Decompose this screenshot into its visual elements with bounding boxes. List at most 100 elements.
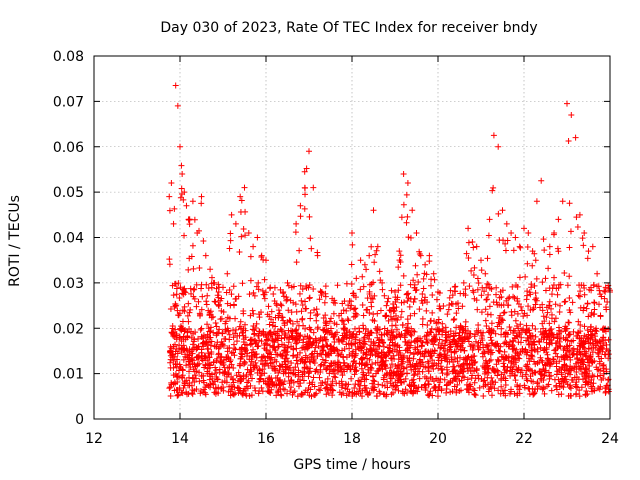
background-data-point: [371, 259, 378, 266]
background-data-point: [458, 363, 465, 370]
background-data-point: [302, 191, 309, 198]
background-data-point: [551, 347, 558, 354]
background-data-point: [290, 299, 297, 306]
data-point: [404, 180, 411, 187]
data-point: [400, 170, 407, 177]
background-data-point: [195, 335, 202, 342]
background-data-point: [196, 378, 203, 385]
background-data-point: [424, 358, 431, 365]
data-point: [198, 193, 205, 200]
background-data-point: [390, 370, 397, 377]
background-data-point: [415, 384, 422, 391]
data-point: [417, 252, 424, 259]
background-data-point: [191, 361, 198, 368]
background-data-point: [524, 288, 531, 295]
background-data-point: [427, 329, 434, 336]
background-data-point: [290, 352, 297, 359]
background-data-point: [484, 255, 491, 262]
data-point: [546, 243, 553, 250]
background-data-point: [309, 381, 316, 388]
background-data-point: [585, 345, 592, 352]
background-data-point: [223, 318, 230, 325]
background-data-point: [489, 378, 496, 385]
background-data-point: [478, 292, 485, 299]
background-data-point: [366, 288, 373, 295]
background-data-point: [561, 355, 568, 362]
background-data-point: [526, 391, 533, 398]
data-point: [202, 252, 209, 259]
background-data-point: [378, 362, 385, 369]
background-data-point: [173, 386, 180, 393]
background-data-point: [562, 336, 569, 343]
background-data-point: [381, 382, 388, 389]
background-data-point: [306, 380, 313, 387]
background-data-point: [472, 392, 479, 399]
background-data-point: [401, 390, 408, 397]
background-data-point: [249, 307, 256, 314]
background-data-point: [179, 318, 186, 325]
background-data-point: [496, 301, 503, 308]
data-point: [314, 252, 321, 259]
background-data-point: [588, 332, 595, 339]
data-point: [353, 275, 360, 282]
background-data-point: [407, 234, 414, 241]
background-data-point: [300, 377, 307, 384]
background-data-point: [197, 326, 204, 333]
data-point: [469, 239, 476, 246]
background-data-point: [428, 352, 435, 359]
background-data-point: [488, 392, 495, 399]
background-data-point: [592, 333, 599, 340]
background-data-point: [180, 196, 187, 203]
background-data-point: [352, 350, 359, 357]
background-data-point: [475, 279, 482, 286]
background-data-point: [537, 354, 544, 361]
background-data-point: [422, 384, 429, 391]
background-data-point: [202, 384, 209, 391]
background-data-point: [584, 356, 591, 363]
x-tick-label: 16: [257, 431, 275, 447]
background-data-point: [256, 375, 263, 382]
background-data-point: [226, 358, 233, 365]
background-data-point: [270, 363, 277, 370]
background-data-point: [403, 342, 410, 349]
background-data-point: [556, 342, 563, 349]
background-data-point: [561, 377, 568, 384]
background-data-point: [318, 361, 325, 368]
background-data-point: [526, 340, 533, 347]
background-data-point: [207, 342, 214, 349]
background-data-point: [247, 277, 254, 284]
background-data-point: [317, 336, 324, 343]
data-point: [538, 177, 545, 184]
background-data-point: [605, 386, 612, 393]
background-data-point: [166, 385, 173, 392]
background-data-point: [466, 283, 473, 290]
background-data-point: [392, 322, 399, 329]
background-data-point: [555, 391, 562, 398]
background-data-point: [269, 343, 276, 350]
background-data-point: [362, 341, 369, 348]
y-tick-label: 0.08: [53, 49, 84, 65]
background-data-point: [574, 224, 581, 231]
background-data-point: [329, 368, 336, 375]
background-data-point: [554, 353, 561, 360]
background-data-point: [204, 365, 211, 372]
background-data-point: [602, 304, 609, 311]
background-data-point: [166, 261, 173, 268]
background-data-point: [359, 387, 366, 394]
background-data-point: [397, 282, 404, 289]
background-data-point: [301, 365, 308, 372]
background-data-point: [369, 385, 376, 392]
background-data-point: [228, 350, 235, 357]
background-data-point: [215, 390, 222, 397]
background-data-point: [486, 329, 493, 336]
background-data-point: [487, 334, 494, 341]
background-data-point: [386, 341, 393, 348]
data-point: [336, 338, 343, 345]
background-data-point: [198, 325, 205, 332]
background-data-point: [492, 330, 499, 337]
background-data-point: [202, 353, 209, 360]
data-point: [297, 202, 304, 209]
background-data-point: [374, 353, 381, 360]
background-data-point: [236, 249, 243, 256]
background-data-point: [367, 364, 374, 371]
